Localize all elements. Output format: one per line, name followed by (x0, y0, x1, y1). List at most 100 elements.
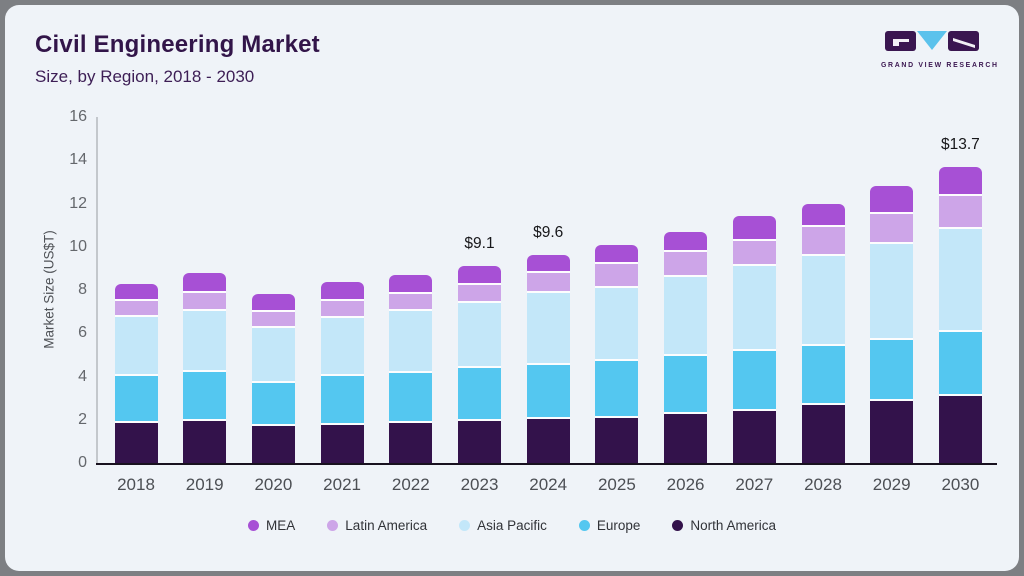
y-tick-label: 6 (78, 324, 87, 342)
bar-segment-north-america[interactable] (526, 419, 570, 463)
x-axis-label-2024: 2024 (529, 475, 568, 494)
bar-segment-mea[interactable] (595, 244, 639, 264)
bar-segment-latin-america[interactable] (664, 252, 708, 278)
bar-segment-mea[interactable] (526, 255, 570, 273)
bar-segment-north-america[interactable] (320, 424, 364, 463)
x-axis-label-2019: 2019 (185, 475, 224, 494)
bar-segment-europe[interactable] (183, 372, 227, 421)
legend-item-latin-america[interactable]: Latin America (327, 518, 427, 533)
bar-segment-europe[interactable] (732, 350, 776, 412)
legend-label: Asia Pacific (477, 518, 547, 533)
bar-segment-latin-america[interactable] (458, 284, 501, 304)
bar-segment-north-america[interactable] (595, 417, 639, 463)
bar-segment-asia-pacific[interactable] (251, 327, 295, 383)
bar-2020[interactable] (251, 294, 295, 463)
bar-segment-north-america[interactable] (870, 400, 914, 463)
bar-2022[interactable] (389, 274, 433, 463)
bar-2021[interactable] (320, 282, 364, 463)
x-axis-label-2021: 2021 (323, 475, 361, 494)
bar-segment-asia-pacific[interactable] (595, 287, 639, 361)
bar-2026[interactable] (664, 231, 708, 463)
bar-segment-latin-america[interactable] (320, 300, 364, 319)
bar-segment-latin-america[interactable] (595, 263, 639, 288)
y-tick-label: 8 (78, 281, 87, 298)
bar-segment-europe[interactable] (320, 376, 364, 425)
bar-segment-europe[interactable] (870, 340, 914, 401)
bar-segment-europe[interactable] (526, 365, 570, 420)
total-label-2023: $9.1 (464, 235, 495, 253)
bar-segment-north-america[interactable] (251, 426, 295, 463)
x-axis-label-2030: 2030 (941, 475, 980, 494)
bar-segment-north-america[interactable] (938, 395, 982, 463)
bar-segment-europe[interactable] (389, 373, 433, 423)
bar-segment-latin-america[interactable] (526, 272, 570, 293)
bar-segment-asia-pacific[interactable] (458, 303, 501, 369)
bar-segment-europe[interactable] (938, 332, 982, 396)
bar-segment-europe[interactable] (114, 376, 158, 423)
bar-segment-mea[interactable] (938, 166, 982, 197)
bar-segment-europe[interactable] (251, 382, 295, 427)
bar-segment-north-america[interactable] (732, 411, 776, 463)
bar-segment-asia-pacific[interactable] (389, 310, 433, 374)
bar-segment-asia-pacific[interactable] (320, 318, 364, 377)
bar-segment-latin-america[interactable] (389, 293, 433, 311)
x-axis-label-2025: 2025 (597, 475, 636, 494)
bar-segment-mea[interactable] (114, 283, 158, 301)
bar-segment-mea[interactable] (801, 203, 845, 227)
bar-segment-europe[interactable] (801, 346, 845, 406)
chart-card: Civil Engineering Market Size, by Region… (5, 5, 1019, 571)
bar-2028[interactable] (801, 203, 845, 464)
bar-segment-mea[interactable] (458, 266, 501, 285)
bar-segment-asia-pacific[interactable] (801, 255, 845, 347)
bar-segment-north-america[interactable] (664, 413, 708, 463)
bar-2030[interactable] (938, 166, 982, 463)
bar-segment-mea[interactable] (251, 294, 295, 313)
legend-item-north-america[interactable]: North America (672, 518, 776, 533)
legend-label: Europe (596, 518, 641, 533)
bar-segment-europe[interactable] (595, 360, 639, 418)
bar-2023[interactable] (458, 266, 501, 463)
legend-item-mea[interactable]: MEA (248, 518, 295, 533)
bar-segment-mea[interactable] (389, 274, 433, 294)
bar-segment-north-america[interactable] (458, 421, 501, 463)
bar-segment-latin-america[interactable] (732, 241, 776, 267)
bar-2027[interactable] (732, 216, 776, 463)
bar-segment-asia-pacific[interactable] (938, 228, 982, 333)
bar-segment-latin-america[interactable] (870, 214, 914, 245)
legend-item-asia-pacific[interactable]: Asia Pacific (459, 518, 547, 533)
bar-segment-north-america[interactable] (801, 405, 845, 463)
total-label-2030: $13.7 (940, 135, 980, 153)
bar-2019[interactable] (183, 272, 227, 463)
bar-segment-asia-pacific[interactable] (732, 266, 776, 351)
bar-segment-latin-america[interactable] (183, 292, 227, 311)
bar-segment-latin-america[interactable] (114, 300, 158, 318)
legend-label: Latin America (345, 518, 428, 533)
bar-segment-europe[interactable] (458, 368, 501, 422)
bar-segment-asia-pacific[interactable] (664, 277, 708, 356)
bar-segment-north-america[interactable] (114, 422, 158, 463)
x-axis-line (96, 463, 997, 465)
bar-segment-north-america[interactable] (389, 422, 433, 463)
bar-segment-latin-america[interactable] (938, 196, 982, 229)
bar-segment-mea[interactable] (664, 231, 708, 253)
bar-segment-asia-pacific[interactable] (870, 244, 914, 341)
bar-2024[interactable] (526, 255, 570, 463)
bar-segment-europe[interactable] (664, 355, 708, 414)
bar-segment-north-america[interactable] (183, 420, 227, 463)
bar-segment-asia-pacific[interactable] (526, 292, 570, 366)
legend-item-europe[interactable]: Europe (578, 518, 641, 533)
bar-segment-latin-america[interactable] (801, 226, 845, 256)
bar-segment-mea[interactable] (870, 186, 914, 215)
x-axis-label-2022: 2022 (391, 475, 430, 494)
bar-segment-mea[interactable] (320, 282, 364, 301)
bar-2025[interactable] (595, 244, 639, 463)
bar-segment-asia-pacific[interactable] (114, 317, 158, 377)
bar-segment-asia-pacific[interactable] (183, 310, 227, 373)
bar-segment-mea[interactable] (732, 216, 776, 242)
bar-2029[interactable] (870, 186, 914, 463)
bar-2018[interactable] (114, 283, 158, 463)
bar-segment-latin-america[interactable] (251, 312, 295, 328)
y-tick-label: 4 (78, 367, 87, 385)
bar-segment-mea[interactable] (183, 272, 227, 293)
